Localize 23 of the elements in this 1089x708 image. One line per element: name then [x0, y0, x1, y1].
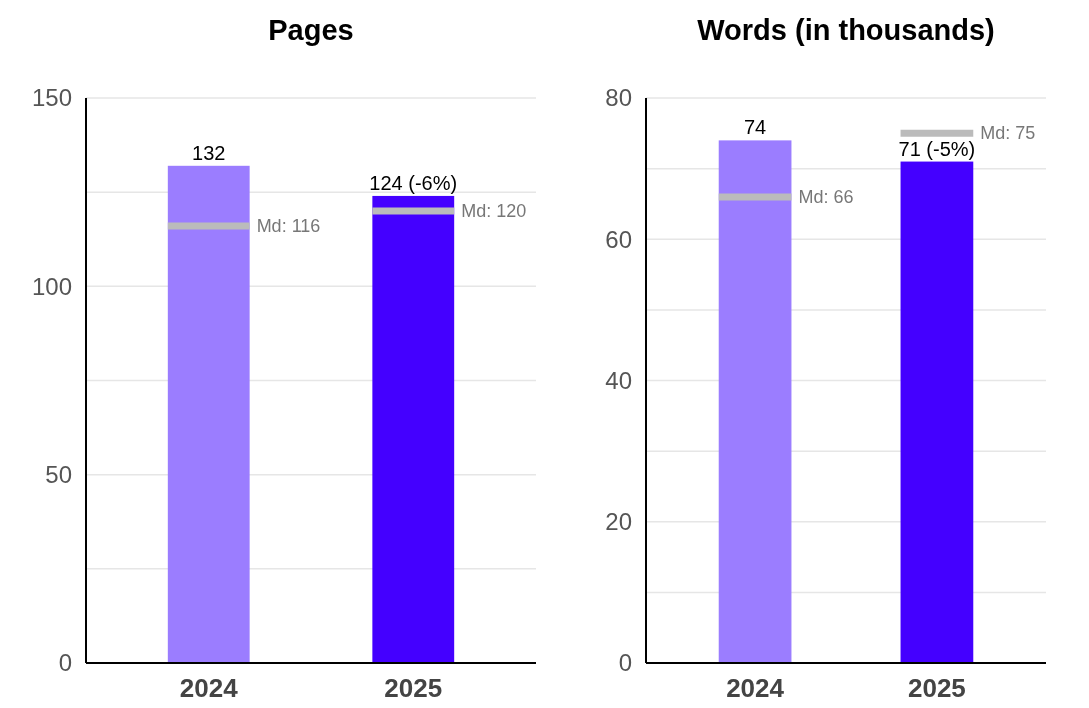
y-tick-label: 40: [605, 366, 632, 394]
ref-line-label: Md: 75: [980, 123, 1036, 144]
x-tick-label: 2024: [179, 673, 239, 703]
chart-title: Words (in thousands): [697, 14, 995, 46]
x-tick-label: 2025: [907, 673, 966, 703]
data-label: 124 (-6%): [369, 171, 458, 194]
data-label: 132: [192, 141, 226, 164]
ref-line-label: Md: 66: [798, 186, 854, 207]
ref-line-label: Md: 120: [461, 201, 527, 221]
data-label: 74: [743, 116, 767, 139]
y-tick-label: 0: [618, 649, 632, 677]
y-tick-label: 0: [58, 649, 72, 677]
y-tick-label: 60: [605, 225, 632, 253]
y-tick-label: 150: [31, 84, 72, 112]
chart-title: Pages: [268, 14, 354, 46]
ref-line-label: Md: 116: [256, 216, 321, 237]
x-tick-label: 2025: [384, 673, 443, 703]
y-tick-label: 20: [605, 508, 632, 536]
y-tick-label: 80: [605, 84, 632, 112]
data-label: 71 (-5%): [898, 137, 976, 160]
x-tick-label: 2024: [726, 673, 785, 703]
y-tick-label: 50: [45, 461, 72, 489]
y-tick-label: 100: [31, 272, 72, 300]
